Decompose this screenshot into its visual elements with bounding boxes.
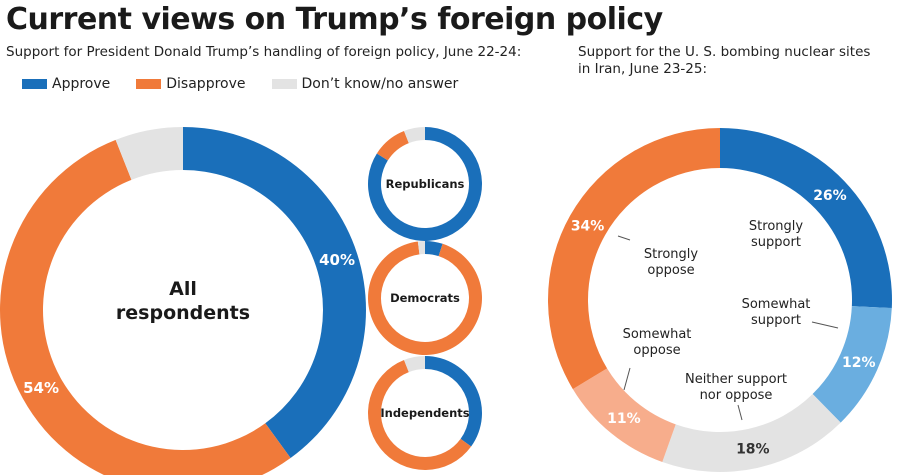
iran-annotation-somewhat-oppose-line-0: Somewhat [623, 327, 692, 342]
legend-swatch-approve [22, 79, 47, 89]
iran-annotation-strongly-oppose-line-0: Strongly [644, 247, 698, 262]
legend-label-dont-know: Don’t know/no answer [301, 76, 459, 92]
iran-annotation-strongly-support-line-0: Strongly [749, 219, 803, 234]
legend-item-dont-know: Don’t know/no answer [271, 76, 459, 92]
legend-swatch-disapprove [136, 79, 162, 89]
iran-leader-line-strongly-oppose [617, 235, 631, 241]
iran-data-label-somewhat-oppose: 11% [607, 411, 641, 427]
democrats-slice-don-t-know-no-answer [417, 241, 425, 255]
iran-leader-line-neither-support-nor-oppose [737, 404, 743, 421]
republicans-slice-disapprove [376, 131, 409, 161]
iran-slice-strongly-oppose [548, 128, 720, 390]
iran-annotation-strongly-oppose-line-1: oppose [647, 263, 694, 278]
iran-data-label-strongly-oppose: 34% [571, 218, 605, 234]
iran-annotation-somewhat-support-line-1: support [751, 313, 801, 328]
all-respondents-center-label-0: All [169, 278, 197, 300]
independents-center-label: Independents [380, 406, 469, 420]
all-respondents-data-label-disapprove: 54% [23, 379, 59, 397]
iran-annotation-neither-support-nor-oppose-line-0: Neither support [685, 372, 787, 387]
all-respondents-data-label-approve: 40% [319, 251, 355, 269]
iran-leader-line-somewhat-oppose [623, 367, 631, 391]
iran-slice-somewhat-oppose [572, 368, 676, 463]
iran-data-label-somewhat-support: 12% [842, 355, 876, 371]
iran-slice-neither-support-nor-oppose [662, 394, 841, 473]
all-respondents-slice-disapprove [0, 139, 291, 475]
legend: Approve Disapprove Don’t know/no answer [22, 76, 484, 92]
iran-annotation-somewhat-oppose-line-1: oppose [633, 343, 680, 358]
subtitle-foreign-policy: Support for President Donald Trump’s han… [6, 44, 522, 60]
chart-title: Current views on Trump’s foreign policy [6, 2, 663, 37]
legend-label-approve: Approve [52, 76, 111, 92]
all-respondents-center-label-1: respondents [116, 302, 250, 324]
legend-swatch-dont-know [271, 79, 297, 89]
iran-annotation-strongly-support-line-1: support [751, 235, 801, 250]
democrats-center-label: Democrats [390, 291, 460, 305]
iran-annotation-neither-support-nor-oppose-line-1: nor oppose [700, 388, 773, 403]
iran-annotation-somewhat-support-line-0: Somewhat [742, 297, 811, 312]
legend-label-disapprove: Disapprove [166, 76, 246, 92]
all-respondents-slice-don-t-know-no-answer [115, 127, 183, 180]
republicans-center-label: Republicans [386, 177, 465, 191]
independents-slice-don-t-know-no-answer [404, 356, 425, 373]
iran-slice-strongly-support [720, 128, 892, 309]
iran-data-label-neither-support-nor-oppose: 18% [736, 441, 770, 457]
independents-slice-approve [425, 356, 482, 447]
legend-item-disapprove: Disapprove [136, 76, 246, 92]
republicans-slice-don-t-know-no-answer [404, 127, 425, 144]
iran-leader-line-somewhat-support [811, 321, 839, 329]
iran-slice-somewhat-support [812, 306, 892, 423]
subtitle-iran-bombing: Support for the U. S. bombing nuclear si… [578, 44, 871, 77]
legend-item-approve: Approve [22, 76, 110, 92]
all-respondents-slice-approve [183, 127, 366, 459]
iran-data-label-strongly-support: 26% [813, 188, 847, 204]
democrats-slice-approve [425, 241, 443, 257]
